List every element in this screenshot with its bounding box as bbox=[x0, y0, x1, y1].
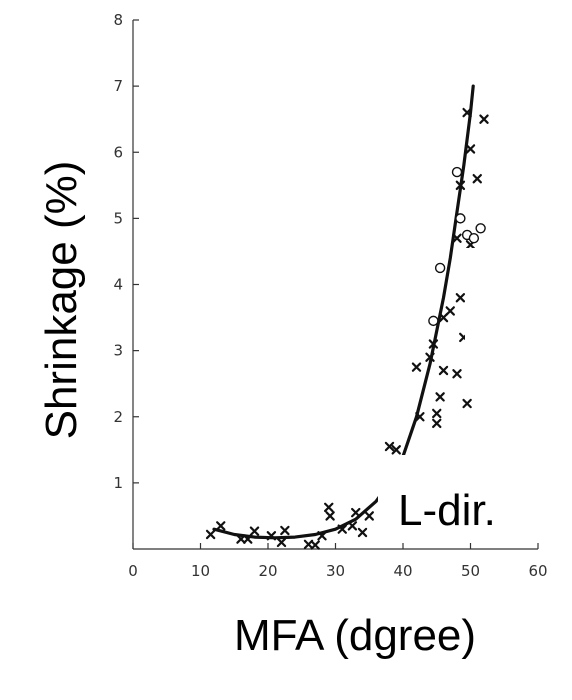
x-marker-point bbox=[266, 531, 277, 541]
x-tick-label: 0 bbox=[128, 562, 138, 580]
x-marker-point bbox=[455, 180, 466, 191]
y-tick-label: 2 bbox=[113, 408, 123, 426]
x-marker-point bbox=[351, 507, 361, 518]
y-ticks: 1 2 3 4 5 6 7 8 bbox=[113, 11, 139, 492]
x-marker-point bbox=[479, 114, 489, 124]
x-marker-point bbox=[357, 527, 368, 538]
circle-marker-point bbox=[468, 233, 480, 244]
x-marker-point bbox=[236, 534, 246, 544]
x-marker-point bbox=[432, 408, 442, 419]
direction-label: L-dir. bbox=[398, 486, 496, 535]
x-marker-point bbox=[452, 233, 462, 243]
x-marker-point bbox=[438, 365, 449, 376]
x-tick-label: 10 bbox=[191, 562, 210, 580]
x-marker-point bbox=[465, 144, 476, 154]
x-marker-point bbox=[249, 526, 260, 536]
y-tick-label: 1 bbox=[113, 474, 123, 492]
legend-mask bbox=[465, 248, 495, 343]
x-marker-point bbox=[276, 537, 287, 548]
x-marker-point bbox=[324, 502, 334, 513]
x-marker-point bbox=[310, 540, 320, 550]
x-marker-point bbox=[391, 445, 401, 455]
x-tick-label: 50 bbox=[461, 562, 480, 580]
x-marker-point bbox=[462, 107, 472, 118]
y-tick-label: 4 bbox=[113, 276, 123, 294]
y-tick-label: 6 bbox=[113, 143, 123, 161]
circle-marker-point bbox=[475, 223, 486, 234]
x-tick-label: 60 bbox=[528, 562, 547, 580]
x-marker-point bbox=[280, 525, 290, 536]
circle-marker-point bbox=[428, 315, 439, 327]
x-marker-point bbox=[445, 306, 455, 316]
x-marker-point bbox=[364, 511, 374, 521]
x-marker-point bbox=[317, 531, 327, 541]
x-marker-point bbox=[347, 521, 358, 531]
circle-marker-point bbox=[434, 262, 446, 274]
x-marker-point bbox=[432, 418, 442, 429]
x-marker-point bbox=[415, 412, 425, 422]
y-tick-label: 3 bbox=[113, 342, 123, 360]
x-marker-point bbox=[472, 174, 482, 184]
x-marker-point bbox=[384, 441, 395, 452]
x-tick-label: 40 bbox=[393, 562, 412, 580]
x-marker-point bbox=[428, 339, 439, 349]
x-tick-label: 20 bbox=[258, 562, 277, 580]
x-marker-point bbox=[411, 362, 422, 372]
points-layer bbox=[205, 107, 489, 550]
y-tick-label: 7 bbox=[113, 77, 123, 95]
x-marker-point bbox=[325, 511, 335, 521]
x-marker-point bbox=[205, 529, 216, 540]
x-marker-point bbox=[462, 398, 472, 409]
circle-marker-point bbox=[451, 166, 463, 178]
y-axis-title: Shrinkage (%) bbox=[37, 161, 86, 440]
x-axis-title: MFA (dgree) bbox=[234, 611, 476, 660]
x-marker-point bbox=[337, 524, 347, 534]
label-backdrop bbox=[378, 455, 518, 535]
x-ticks: 0 10 20 30 40 50 60 bbox=[128, 543, 548, 580]
x-marker-point bbox=[425, 352, 435, 362]
x-marker-point bbox=[216, 521, 226, 531]
x-marker-point bbox=[455, 293, 466, 303]
y-tick-label: 8 bbox=[113, 11, 123, 29]
x-marker-point bbox=[452, 369, 462, 379]
x-marker-point bbox=[243, 534, 253, 544]
x-tick-label: 30 bbox=[326, 562, 345, 580]
y-tick-label: 5 bbox=[113, 209, 123, 227]
circle-marker-point bbox=[455, 213, 466, 224]
x-marker-point bbox=[435, 392, 445, 402]
